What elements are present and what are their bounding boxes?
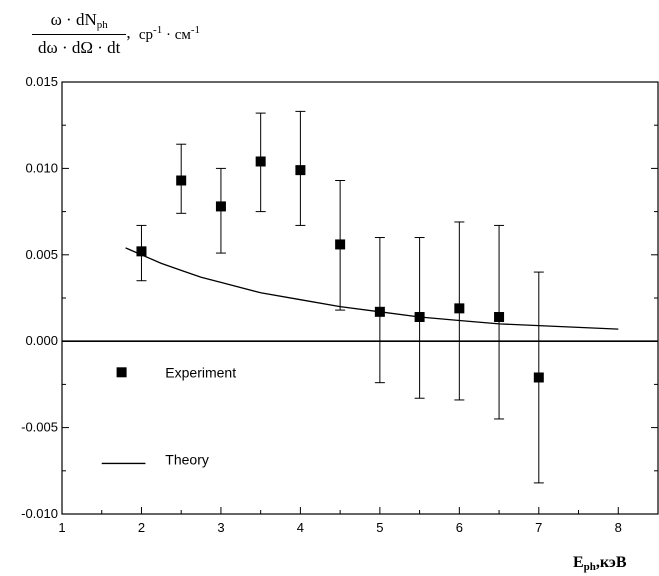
y-units-b-exp: -1 [190, 24, 201, 36]
y-tick-label: 0.000 [25, 333, 58, 348]
legend-marker-experiment [116, 367, 127, 378]
experiment-point [494, 312, 505, 323]
experiment-point [215, 201, 226, 212]
y-units-a-exp: -1 [153, 24, 163, 36]
y-axis-label-denominator: dω · dΩ · dt [38, 38, 121, 57]
y-tick-label: -0.005 [21, 420, 58, 435]
x-tick-label: 6 [456, 520, 463, 535]
experiment-point [295, 165, 306, 176]
experiment-point [533, 372, 544, 383]
x-tick-label: 1 [58, 520, 65, 535]
experiment-point [176, 175, 187, 186]
y-units-b: см [174, 27, 191, 43]
x-tick-label: 7 [535, 520, 542, 535]
y-axis-label-numerator: ω · dNph [32, 10, 127, 35]
y-label-separator: , [126, 22, 131, 42]
y-label-numerator-subscript: ph [96, 19, 108, 31]
x-tick-label: 2 [138, 520, 145, 535]
x-axis-label: Eph,кэВ [573, 554, 627, 573]
experiment-point [374, 306, 385, 317]
x-tick-label: 4 [297, 520, 304, 535]
x-tick-label: 8 [615, 520, 622, 535]
y-axis-label-fraction: ω · dNph dω · dΩ · dt [32, 10, 127, 58]
experiment-point [136, 246, 147, 257]
x-label-subscript: ph [583, 561, 596, 573]
y-tick-label: 0.005 [25, 247, 58, 262]
legend-label-theory: Theory [165, 451, 209, 467]
y-label-numerator-text: ω · dN [50, 10, 97, 29]
y-axis-units: ср-1 · см-1 [138, 24, 201, 43]
experiment-point [414, 312, 425, 323]
plot-frame [61, 81, 659, 515]
experiment-point [255, 156, 266, 167]
experiment-point [335, 239, 346, 250]
x-label-units: ,кэВ [595, 554, 627, 571]
experiment-point [454, 303, 465, 314]
x-tick-label: 5 [376, 520, 383, 535]
y-tick-label: 0.015 [25, 74, 58, 89]
legend-label-experiment: Experiment [165, 364, 236, 380]
y-units-a: ср [138, 27, 154, 43]
x-label-main: E [573, 554, 584, 571]
x-tick-label: 3 [217, 520, 224, 535]
y-tick-label: -0.010 [21, 506, 58, 521]
y-tick-label: 0.010 [25, 160, 58, 175]
y-axis-label: ω · dNph dω · dΩ · dt , ср-1 · см-1 [32, 10, 200, 58]
theory-curve [125, 247, 619, 330]
